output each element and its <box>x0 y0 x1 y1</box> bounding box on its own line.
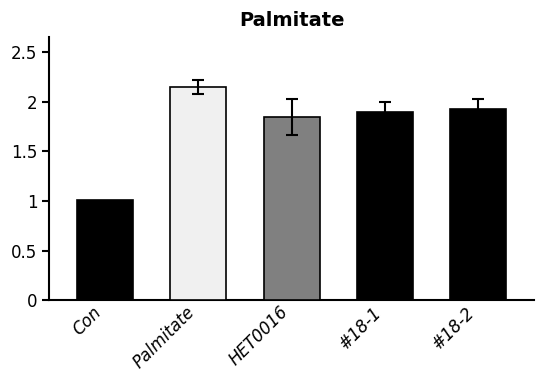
Bar <box>450 109 506 300</box>
Bar <box>171 87 226 300</box>
Bar <box>264 117 319 300</box>
Title: Palmitate: Palmitate <box>239 11 344 30</box>
Bar <box>77 200 133 300</box>
Bar <box>357 112 413 300</box>
